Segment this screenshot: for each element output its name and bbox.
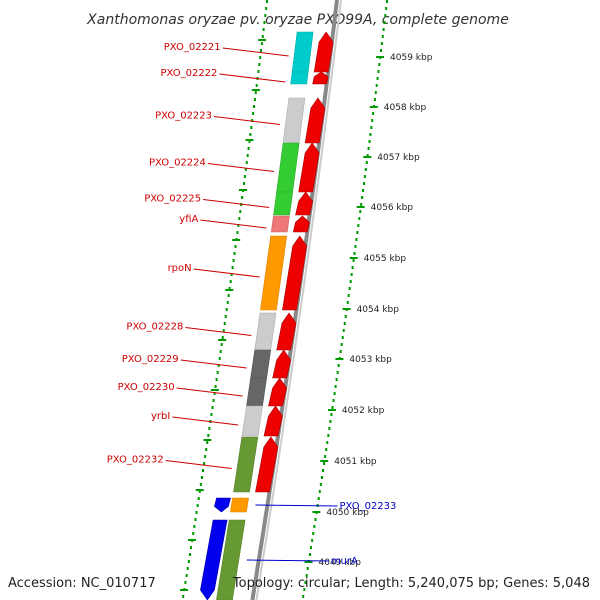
- gene-label-leader: [172, 416, 239, 426]
- gene-cog-bar: [276, 142, 300, 193]
- gene-cog-bar: [241, 405, 263, 437]
- backbone-shadow: [255, 0, 342, 600]
- gene-cog-bar: [254, 312, 277, 351]
- ruler-tick-label: 4051 kbp: [334, 457, 377, 467]
- gene-cog-bar: [291, 31, 314, 73]
- page-title: Xanthomonas oryzae pv. oryzae PXO99A, co…: [86, 12, 509, 28]
- gene-PXO_02225[interactable]: [273, 191, 313, 216]
- ruler-tick-label: 4059 kbp: [390, 53, 433, 63]
- ruler-tick-label: 4054 kbp: [357, 305, 400, 315]
- gene-label[interactable]: PXO_02228: [126, 322, 183, 333]
- gene-label-leader: [222, 47, 289, 57]
- ruler-tick-label: 4058 kbp: [384, 103, 427, 113]
- gene-label[interactable]: PXO_02229: [122, 354, 179, 365]
- gene-label[interactable]: PXO_02232: [107, 455, 164, 466]
- ruler-tick-label: 4057 kbp: [377, 153, 420, 163]
- ruler-tick-label: 4053 kbp: [349, 355, 392, 365]
- gene-murA[interactable]: [200, 519, 246, 600]
- gene-label-leader: [176, 387, 243, 397]
- gene-label[interactable]: PXO_02233: [339, 501, 396, 512]
- gene-label[interactable]: PXO_02230: [118, 382, 175, 393]
- accession-text: Accession: NC_010717: [8, 576, 156, 591]
- gene-rpoN[interactable]: [260, 235, 308, 311]
- gene-label[interactable]: rpoN: [168, 263, 192, 274]
- gene-label[interactable]: PXO_02223: [155, 111, 212, 122]
- forward-gene-arrow: [295, 191, 313, 216]
- gene-cog-bar: [216, 519, 246, 600]
- forward-gene-arrow: [298, 142, 320, 193]
- ruler-tick-label: 4055 kbp: [364, 254, 407, 264]
- gene-label-leader: [255, 504, 338, 507]
- ruler-tick-label: 4049 kbp: [319, 558, 362, 568]
- gene-PXO_02232[interactable]: [233, 436, 279, 493]
- gene-label[interactable]: PXO_02224: [149, 158, 206, 169]
- gene-yrbI[interactable]: [241, 405, 283, 437]
- gene-cog-bar: [273, 191, 294, 216]
- forward-gene-arrow: [313, 31, 334, 73]
- genome-summary-text: Topology: circular; Length: 5,240,075 bp…: [232, 576, 590, 591]
- gene-layer: [200, 31, 334, 600]
- gene-label[interactable]: PXO_02222: [160, 68, 217, 79]
- gene-label[interactable]: murA: [331, 556, 358, 567]
- gene-label-leader: [180, 359, 247, 369]
- gene-PXO_02224[interactable]: [276, 142, 320, 193]
- gene-cog-bar: [246, 377, 267, 407]
- gene-cog-bar: [230, 497, 249, 513]
- gene-label-layer: PXO_02221 PXO_02222 PXO_02223 PXO_02224 PXO_…: [107, 42, 397, 567]
- gene-label-leader: [213, 116, 281, 125]
- gene-cog-bar: [282, 97, 306, 144]
- gene-PXO_02230[interactable]: [246, 377, 287, 407]
- forward-gene-arrow: [255, 436, 279, 493]
- ruler-tick-label: 4056 kbp: [371, 203, 414, 213]
- forward-gene-arrow: [268, 377, 287, 407]
- gene-cog-bar: [233, 436, 259, 493]
- forward-gene-arrow: [263, 405, 283, 437]
- gene-label[interactable]: PXO_02225: [144, 194, 201, 205]
- gene-cog-bar: [270, 215, 290, 233]
- gene-label-leader: [165, 460, 232, 469]
- gene-label-leader: [203, 199, 270, 208]
- gene-cog-bar: [250, 349, 272, 379]
- gene-PXO_02228[interactable]: [254, 312, 297, 351]
- gene-label-leader: [185, 327, 252, 336]
- gene-PXO_02229[interactable]: [250, 349, 292, 379]
- gene-label-leader: [246, 559, 329, 562]
- gene-label[interactable]: yfiA: [179, 214, 198, 225]
- gene-label[interactable]: yrbI: [151, 411, 170, 422]
- gene-label[interactable]: PXO_02221: [164, 42, 221, 53]
- gene-cog-bar: [290, 71, 309, 85]
- forward-gene-arrow: [276, 312, 297, 351]
- ruler-tick-label: 4052 kbp: [342, 406, 385, 416]
- gene-yfiA[interactable]: [270, 215, 310, 233]
- forward-gene-arrow: [292, 215, 310, 233]
- forward-gene-arrow: [272, 349, 292, 379]
- forward-gene-arrow: [304, 97, 326, 144]
- gene-PXO_02223[interactable]: [282, 97, 326, 144]
- reverse-gene-arrow: [214, 497, 231, 513]
- ruler-tick-label: 4050 kbp: [326, 508, 369, 518]
- forward-gene-arrow: [282, 235, 308, 311]
- ruler-layer: 4059 kbp 4058 kbp 4057 kbp 4056 kbp 4055 kbp…: [180, 0, 433, 598]
- gene-label-leader: [207, 163, 274, 172]
- gene-PXO_02222[interactable]: [290, 71, 329, 85]
- gene-label-leader: [219, 73, 286, 83]
- forward-gene-arrow: [312, 71, 329, 85]
- gene-PXO_02221[interactable]: [291, 31, 334, 73]
- gene-cog-bar: [260, 235, 288, 311]
- gene-label-leader: [193, 268, 260, 278]
- gene-label-leader: [200, 219, 267, 229]
- reverse-gene-arrow: [200, 519, 228, 600]
- gene-PXO_02233[interactable]: [214, 497, 249, 513]
